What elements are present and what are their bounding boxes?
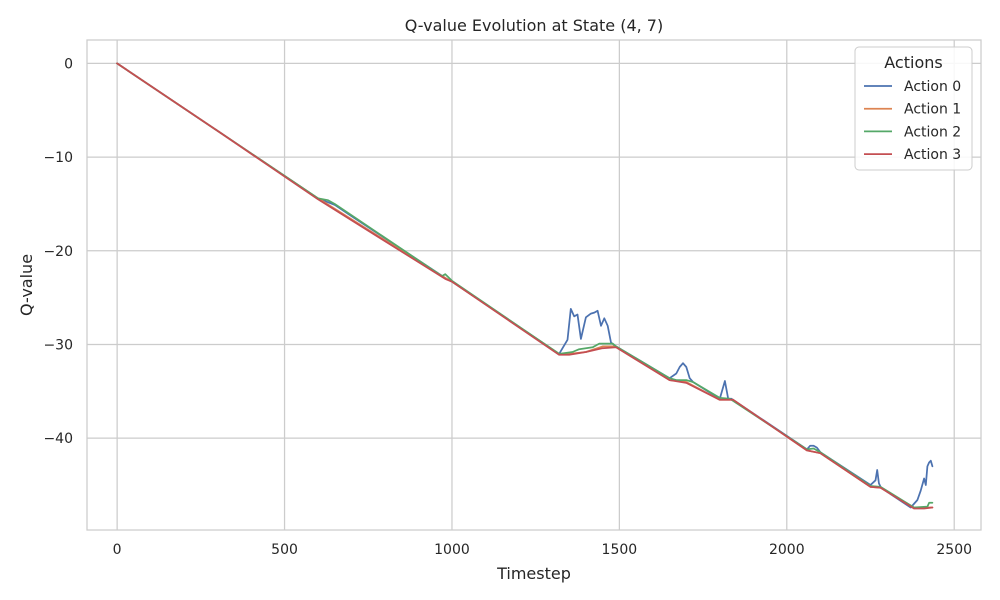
legend: Actions Action 0 Action 1 Action 2 Action 3 <box>854 46 973 171</box>
legend-label-action-3: Action 3 <box>904 147 961 163</box>
x-tick-label: 1000 <box>434 542 470 558</box>
legend-label-action-0: Action 0 <box>904 79 961 95</box>
legend-label-action-2: Action 2 <box>904 124 961 140</box>
series-line-action-3 <box>116 62 934 510</box>
series-lines <box>116 62 934 510</box>
x-tick-label: 2000 <box>769 542 805 558</box>
x-tick-label: 0 <box>113 542 122 558</box>
x-tick-label: 2500 <box>936 542 972 558</box>
y-tick-label: 0 <box>64 56 73 72</box>
plot-frame <box>86 39 982 531</box>
legend-box <box>854 46 973 171</box>
chart-title: Q-value Evolution at State (4, 7) <box>405 16 663 35</box>
x-tick-label: 500 <box>271 542 298 558</box>
x-axis-label: Timestep <box>496 564 571 583</box>
legend-items: Action 0 Action 1 Action 2 Action 3 <box>864 79 961 163</box>
x-tick-labels: 0 500 1000 1500 2000 2500 <box>113 542 972 558</box>
legend-title: Actions <box>884 53 942 72</box>
y-tick-label: −20 <box>43 244 73 260</box>
legend-label-action-1: Action 1 <box>904 102 961 118</box>
y-tick-labels: 0 −10 −20 −30 −40 <box>43 56 73 447</box>
y-axis-label: Q-value <box>17 254 36 316</box>
y-tick-label: −30 <box>43 337 73 353</box>
y-tick-label: −10 <box>43 150 73 166</box>
y-tick-label: −40 <box>43 431 73 447</box>
x-tick-label: 1500 <box>602 542 638 558</box>
